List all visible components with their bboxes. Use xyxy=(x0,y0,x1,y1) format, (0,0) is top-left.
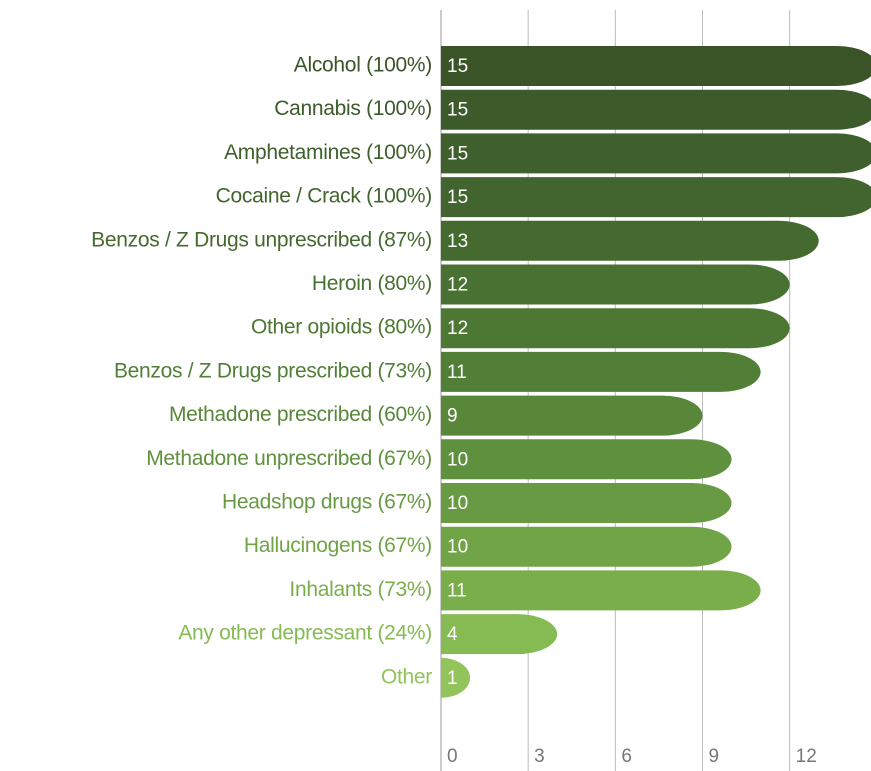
category-label: Inhalants (73%) xyxy=(289,578,432,601)
bar xyxy=(441,526,732,567)
value-label: 10 xyxy=(447,537,468,558)
category-label: Heroin (80%) xyxy=(312,272,432,295)
category-label: Other opioids (80%) xyxy=(251,316,432,339)
x-tick-label: 6 xyxy=(621,746,632,767)
bar xyxy=(441,46,871,86)
category-label: Cocaine / Crack (100%) xyxy=(216,185,432,208)
category-label: Headshop drugs (67%) xyxy=(222,491,432,514)
value-label: 10 xyxy=(447,449,468,470)
category-label: Cannabis (100%) xyxy=(274,97,432,120)
value-label: 12 xyxy=(447,275,468,296)
value-label: 15 xyxy=(447,187,468,208)
x-tick-label: 0 xyxy=(447,746,458,767)
value-label: 9 xyxy=(447,406,458,427)
bar xyxy=(441,351,761,392)
value-label: 10 xyxy=(447,493,468,514)
bar xyxy=(441,439,732,480)
category-label: Methadone prescribed (60%) xyxy=(169,403,432,426)
category-label: Any other depressant (24%) xyxy=(178,622,432,645)
category-label: Hallucinogens (67%) xyxy=(244,534,432,557)
value-label: 4 xyxy=(447,624,458,645)
value-label: 11 xyxy=(447,362,467,383)
x-tick-label: 3 xyxy=(534,746,545,767)
bar xyxy=(441,570,761,611)
value-label: 13 xyxy=(447,231,468,252)
x-tick-label: 12 xyxy=(796,746,817,767)
value-label: 15 xyxy=(447,100,468,121)
value-label: 15 xyxy=(447,56,468,77)
bar xyxy=(441,657,471,698)
bar xyxy=(441,89,871,130)
category-label: Amphetamines (100%) xyxy=(224,141,432,164)
value-label: 12 xyxy=(447,318,468,339)
bar xyxy=(441,614,558,655)
category-label: Other xyxy=(381,665,432,688)
bar xyxy=(441,177,871,218)
value-label: 11 xyxy=(447,580,467,601)
value-label: 1 xyxy=(447,668,458,689)
category-label: Benzos / Z Drugs prescribed (73%) xyxy=(114,359,432,382)
category-label: Methadone unprescribed (67%) xyxy=(146,447,432,470)
bar xyxy=(441,220,819,261)
x-tick-label: 9 xyxy=(708,746,719,767)
value-label: 15 xyxy=(447,143,468,164)
bar xyxy=(441,308,790,349)
bar xyxy=(441,133,871,174)
category-label: Alcohol (100%) xyxy=(294,54,432,77)
category-label: Benzos / Z Drugs unprescribed (87%) xyxy=(91,228,432,251)
bar xyxy=(441,264,790,305)
bar xyxy=(441,395,703,436)
bar xyxy=(441,483,732,523)
